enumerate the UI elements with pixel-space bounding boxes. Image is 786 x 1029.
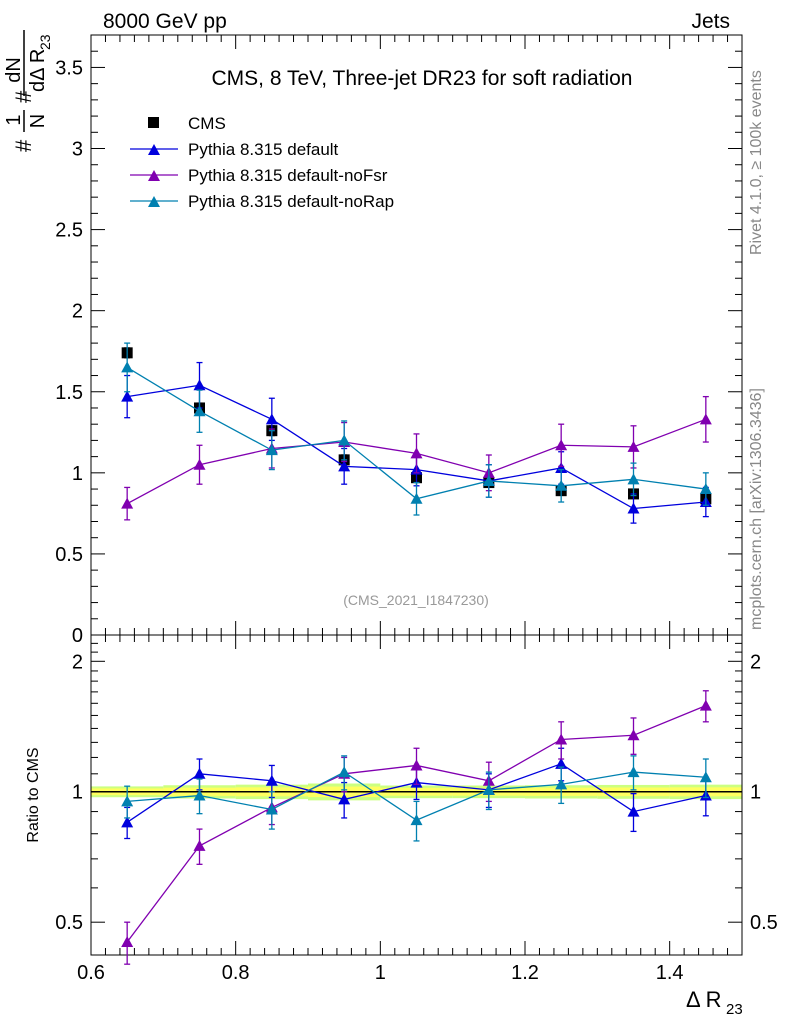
ratio-point-nofsr bbox=[555, 733, 568, 745]
ratio-y-axis-label: Ratio to CMS bbox=[25, 747, 42, 842]
legend-label-default: Pythia 8.315 default bbox=[188, 140, 339, 159]
ratio-y-tick-label: 1 bbox=[72, 782, 83, 804]
ratio-point-norap bbox=[265, 803, 278, 815]
main-y-tick-label: 1 bbox=[72, 463, 83, 485]
ratio-point-nofsr bbox=[121, 936, 134, 948]
data-point-default bbox=[121, 390, 134, 402]
data-point-norap bbox=[265, 444, 278, 456]
legend-label-norap: Pythia 8.315 default-noRap bbox=[188, 192, 394, 211]
ratio-point-norap bbox=[699, 771, 712, 783]
x-axis-label: Δ R bbox=[686, 987, 721, 1012]
ratio-y-tick-label-right: 0.5 bbox=[750, 912, 778, 934]
legend-marker-norap bbox=[148, 196, 160, 207]
ratio-point-nofsr bbox=[627, 729, 640, 741]
y-label-hash-2: # bbox=[11, 90, 36, 103]
legend-marker-nofsr bbox=[148, 170, 160, 181]
ratio-point-norap bbox=[193, 789, 206, 801]
ratio-point-norap bbox=[121, 795, 134, 807]
rivet-version-label: Rivet 4.1.0, ≥ 100k events bbox=[748, 70, 765, 255]
ratio-point-nofsr bbox=[193, 839, 206, 851]
main-y-tick-label: 0.5 bbox=[55, 544, 83, 566]
legend-label-nofsr: Pythia 8.315 default-noFsr bbox=[188, 166, 388, 185]
ratio-y-tick-label: 2 bbox=[72, 651, 83, 673]
main-panel: 0 0.5 1 1.5 2 2.5 3 3.5 CMS, 8 TeV, Three-jet D… bbox=[3, 30, 743, 647]
main-y-tick-label: 0 bbox=[72, 625, 83, 647]
ratio-point-norap bbox=[627, 766, 640, 778]
data-point-norap bbox=[699, 483, 712, 495]
ratio-y-tick-label-right: 2 bbox=[750, 651, 761, 673]
main-axis-ticks: 0 0.5 1 1.5 2 2.5 3 3.5 bbox=[55, 35, 743, 647]
ratio-point-default bbox=[193, 767, 206, 779]
main-y-tick-label: 2 bbox=[72, 301, 83, 323]
data-point-nofsr bbox=[699, 413, 712, 425]
data-point-norap bbox=[482, 474, 495, 486]
data-point-default bbox=[193, 379, 206, 391]
header-energy-label: 8000 GeV pp bbox=[103, 10, 227, 33]
ratio-y-tick-label-right: 1 bbox=[750, 782, 761, 804]
ratio-point-nofsr bbox=[699, 699, 712, 711]
ratio-point-norap bbox=[410, 814, 423, 826]
main-y-tick-label: 3.5 bbox=[55, 57, 83, 79]
analysis-tag: (CMS_2021_I1847230) bbox=[343, 592, 489, 608]
y-label-n: N bbox=[27, 114, 49, 128]
main-data-layer bbox=[121, 342, 712, 524]
x-tick-label: 0.6 bbox=[77, 962, 105, 984]
ratio-point-norap bbox=[555, 778, 568, 790]
main-y-tick-label: 1.5 bbox=[55, 382, 83, 404]
data-point-nofsr bbox=[627, 440, 640, 452]
ratio-axis-ticks: 0.5 0.5 1 1 2 2 0.6 0.8 1 1.2 1.4 bbox=[55, 635, 778, 984]
main-y-tick-label: 3 bbox=[72, 139, 83, 161]
data-point-norap bbox=[338, 434, 351, 446]
ratio-point-default bbox=[627, 805, 640, 817]
data-point-norap bbox=[410, 492, 423, 504]
ratio-point-default bbox=[338, 793, 351, 805]
data-point-norap bbox=[121, 361, 134, 373]
ratio-point-norap bbox=[482, 783, 495, 795]
main-y-axis-label: # 1 N # dN dΔ R 23 bbox=[3, 30, 53, 152]
y-label-dn: dN bbox=[3, 57, 25, 83]
ratio-point-default bbox=[555, 757, 568, 769]
mcplots-credit-label: mcplots.cern.ch [arXiv:1306.3436] bbox=[748, 388, 765, 630]
data-point-default bbox=[627, 502, 640, 514]
y-label-ddr: dΔ R bbox=[27, 49, 49, 92]
data-point-default bbox=[338, 460, 351, 472]
x-tick-label: 1.2 bbox=[511, 962, 539, 984]
legend-marker-cms bbox=[148, 117, 159, 128]
y-label-sub: 23 bbox=[37, 34, 53, 50]
chart-title: CMS, 8 TeV, Three-jet DR23 for soft radi… bbox=[212, 67, 633, 90]
ratio-point-nofsr bbox=[410, 759, 423, 771]
data-point-norap bbox=[193, 405, 206, 417]
legend-marker-default bbox=[148, 144, 160, 155]
data-point-norap bbox=[627, 473, 640, 485]
ratio-point-default bbox=[265, 774, 278, 786]
main-y-tick-label: 2.5 bbox=[55, 220, 83, 242]
y-label-one: 1 bbox=[3, 114, 25, 125]
ratio-panel-frame bbox=[90, 634, 743, 956]
data-point-nofsr bbox=[410, 447, 423, 459]
data-point-default bbox=[265, 413, 278, 425]
ratio-y-tick-label: 0.5 bbox=[55, 912, 83, 934]
data-point-norap bbox=[555, 479, 568, 491]
data-point-nofsr bbox=[193, 458, 206, 470]
header-category-label: Jets bbox=[691, 10, 730, 33]
ratio-data-layer bbox=[121, 690, 712, 965]
ratio-point-norap bbox=[338, 766, 351, 778]
legend-label-cms: CMS bbox=[188, 114, 226, 133]
x-tick-label: 1 bbox=[375, 962, 386, 984]
data-point-nofsr bbox=[555, 439, 568, 451]
ratio-point-default bbox=[121, 816, 134, 828]
y-label-hash-1: # bbox=[11, 139, 36, 152]
x-axis-label-sub: 23 bbox=[726, 1001, 743, 1018]
legend: CMS Pythia 8.315 default Pythia 8.315 de… bbox=[130, 114, 394, 211]
data-point-nofsr bbox=[121, 497, 134, 509]
x-tick-label: 0.8 bbox=[222, 962, 250, 984]
x-tick-label: 1.4 bbox=[656, 962, 684, 984]
ratio-panel: 0.5 0.5 1 1 2 2 0.6 0.8 1 1.2 1.4 Ratio to CMS Δ R… bbox=[25, 634, 778, 1018]
